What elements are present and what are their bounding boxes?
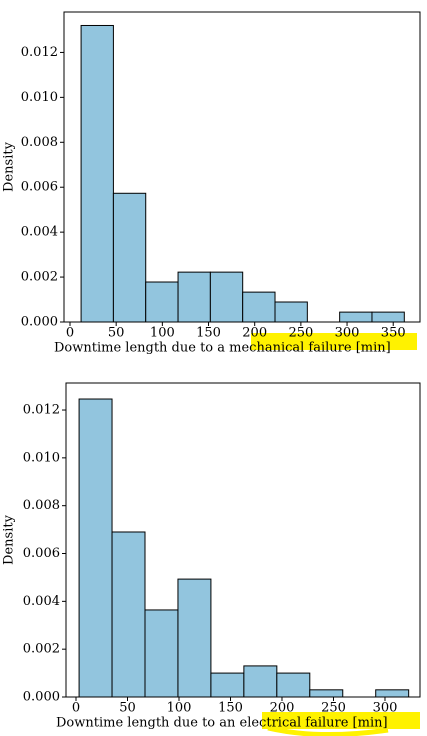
x-tick-label: 350 xyxy=(381,326,406,341)
y-tick-label: 0.010 xyxy=(23,450,60,465)
x-tick-label: 50 xyxy=(108,326,125,341)
bar xyxy=(242,291,276,323)
x-axis-label: Downtime length due to an electrical fai… xyxy=(56,716,388,731)
bar xyxy=(177,271,211,323)
x-tick-label: 250 xyxy=(288,326,313,341)
x-tick-label: 250 xyxy=(321,701,346,716)
bar xyxy=(243,665,278,698)
y-tick-label: 0.002 xyxy=(23,642,60,657)
bar xyxy=(112,192,147,323)
y-tick-label: 0.008 xyxy=(23,498,60,513)
bar xyxy=(209,271,244,323)
x-axis-label: Downtime length due to a mechanical fail… xyxy=(54,341,391,356)
bar xyxy=(210,672,245,698)
bar xyxy=(371,311,405,323)
bar xyxy=(339,311,373,323)
bar xyxy=(111,531,146,698)
x-tick-label: 200 xyxy=(242,326,267,341)
x-tick-label: 0 xyxy=(66,326,74,341)
bar xyxy=(375,689,410,698)
x-tick-label: 150 xyxy=(196,326,221,341)
x-tick-label: 300 xyxy=(373,701,398,716)
bar xyxy=(309,689,344,698)
x-tick-label: 200 xyxy=(270,701,295,716)
x-tick-label: 100 xyxy=(167,701,192,716)
bar xyxy=(177,578,212,698)
y-tick-label: 0.012 xyxy=(23,403,60,418)
x-tick-label: 0 xyxy=(72,701,80,716)
bar xyxy=(145,281,179,323)
y-tick-label: 0.000 xyxy=(23,690,60,705)
bar xyxy=(78,398,113,698)
highlight xyxy=(251,333,417,350)
y-tick-label: 0.006 xyxy=(23,546,60,561)
bar xyxy=(144,609,179,698)
plot-frame xyxy=(63,11,421,323)
x-tick-label: 50 xyxy=(119,701,136,716)
y-tick-label: 0.000 xyxy=(21,315,58,330)
y-axis-label: Density xyxy=(2,514,17,565)
highlight-stroke xyxy=(267,725,389,736)
y-tick-label: 0.006 xyxy=(21,180,58,195)
y-tick-label: 0.002 xyxy=(21,270,58,285)
x-tick-label: 100 xyxy=(150,326,175,341)
bar xyxy=(274,301,308,323)
y-tick-label: 0.010 xyxy=(21,90,58,105)
y-tick-label: 0.004 xyxy=(23,594,60,609)
x-tick-label: 150 xyxy=(218,701,243,716)
y-tick-label: 0.004 xyxy=(21,225,58,240)
bar xyxy=(80,24,114,323)
y-axis-label: Density xyxy=(2,141,17,192)
y-tick-label: 0.012 xyxy=(21,45,58,60)
highlight xyxy=(262,712,420,729)
x-tick-label: 300 xyxy=(335,326,360,341)
bar xyxy=(276,672,311,698)
plot-frame xyxy=(65,382,421,698)
y-tick-label: 0.008 xyxy=(21,135,58,150)
